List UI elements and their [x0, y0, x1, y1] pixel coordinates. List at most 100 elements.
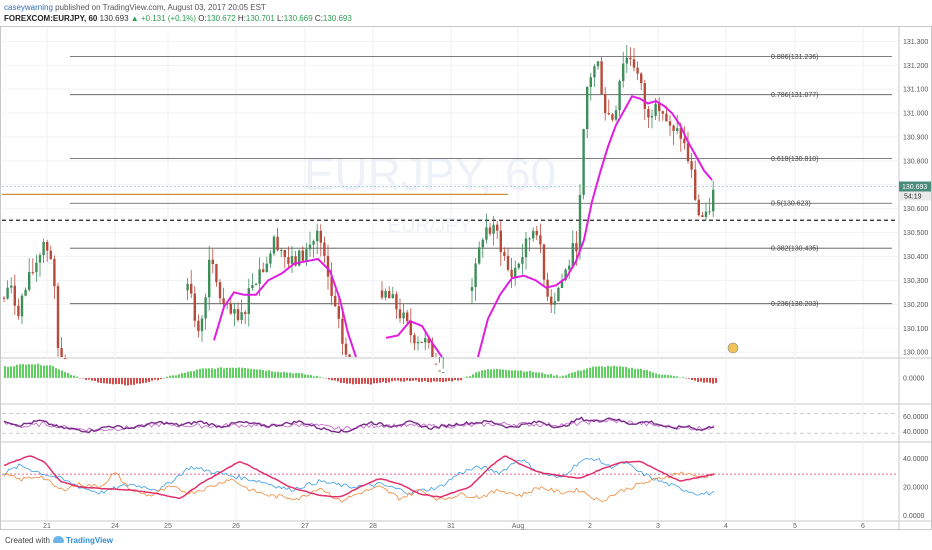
candle-body [341, 318, 344, 344]
candle-body [330, 276, 333, 297]
candle-body [636, 67, 639, 74]
histogram-bar [283, 371, 285, 378]
histogram-bar [223, 368, 225, 378]
candle-body [661, 111, 664, 114]
candle-body [294, 256, 297, 266]
histogram-bar [388, 377, 390, 383]
histogram-bar [13, 366, 15, 378]
histogram-bar [640, 368, 642, 378]
histogram-bar [190, 371, 192, 378]
histogram-bar [688, 377, 690, 379]
time-axis-label: 6 [861, 523, 865, 530]
histogram-bar [343, 377, 345, 383]
candle-body [13, 285, 16, 306]
price-axis-label: 130.300 [903, 278, 928, 285]
candle-body [380, 290, 384, 298]
price-axis-label: 130.600 [903, 206, 928, 213]
histogram-bar [418, 377, 420, 382]
candle-body [308, 244, 312, 250]
time-axis-label: Aug [512, 523, 525, 530]
candle-body [586, 86, 589, 130]
candle-body [614, 110, 618, 120]
price-chart[interactable]: 21 24 25 26 27 28 31 Aug 2 3 4 5 6 130.000 130.100 130.… [0, 0, 932, 530]
candle-body [6, 287, 9, 299]
histogram-bar [661, 374, 663, 378]
candle-body [708, 211, 711, 213]
histogram-bar [412, 377, 414, 381]
candle-body [438, 370, 441, 372]
candle-body [578, 194, 582, 252]
histogram-bar [142, 377, 144, 384]
histogram-bar [118, 377, 120, 384]
histogram-bar [199, 368, 201, 378]
histogram-bar [442, 377, 444, 383]
candle-body [53, 258, 56, 287]
histogram-bar [286, 372, 288, 378]
candle-body [643, 83, 646, 109]
histogram-bar [673, 375, 675, 378]
high-label: H: [237, 14, 246, 23]
candle-body [496, 224, 499, 231]
candle-body [478, 247, 481, 264]
candle-body [24, 289, 27, 296]
histogram-bar [583, 369, 585, 378]
candle-body [283, 249, 286, 258]
histogram-bar [403, 377, 405, 382]
histogram-bar [712, 377, 714, 384]
event-marker-icon[interactable] [727, 342, 739, 354]
author-link[interactable]: caseywarning [4, 3, 53, 12]
candle-body [269, 253, 272, 264]
created-with-text: Created with [5, 536, 50, 545]
histogram-bar [202, 368, 204, 378]
candle-body [323, 242, 326, 256]
candle-body [582, 129, 585, 195]
candle-body [686, 143, 690, 162]
time-axis-label: 31 [447, 523, 455, 530]
histogram-bar [220, 367, 222, 378]
histogram-bar [253, 369, 255, 378]
histogram-bar [616, 366, 618, 378]
rsi-axis-label: 60.0000 [903, 414, 928, 421]
histogram-bar [541, 372, 543, 378]
histogram-bar [73, 375, 75, 378]
candle-body [384, 290, 387, 298]
histogram-bar [400, 377, 402, 382]
histogram-bar [487, 369, 489, 378]
moving-average-line [213, 257, 357, 358]
histogram-bar [421, 377, 423, 382]
histogram-bar [247, 368, 249, 378]
candle-body [409, 321, 412, 336]
candle-body [679, 128, 682, 139]
histogram-bar [700, 377, 702, 382]
histogram-bar [82, 377, 84, 379]
last-price-tag [899, 181, 931, 192]
histogram-bar [262, 370, 264, 378]
histogram-bar [226, 367, 228, 378]
price-axis-label: 131.200 [903, 63, 928, 70]
histogram-bar [85, 377, 87, 380]
histogram-bar [64, 372, 66, 378]
tradingview-brand[interactable]: TradingView [66, 536, 113, 545]
histogram-bar [535, 372, 537, 378]
candle-body [398, 309, 402, 319]
histogram-bar [667, 375, 669, 378]
histogram-bar [397, 377, 399, 381]
histogram-bar [526, 371, 528, 378]
histogram-bar [364, 377, 366, 384]
histogram-bar [427, 377, 429, 383]
fib-level-label: 0.886(131.236) [771, 54, 818, 61]
candle-body [301, 250, 304, 261]
histogram-bar [7, 366, 9, 378]
price-axis-label: 130.500 [903, 230, 928, 237]
histogram-bar [406, 377, 408, 381]
histogram-bar [205, 368, 207, 378]
histogram-bar [280, 372, 282, 378]
histogram-bar [598, 366, 600, 378]
histogram-bar [553, 375, 555, 378]
footer: Created with TradingView [0, 530, 932, 550]
histogram-bar [250, 368, 252, 378]
fib-level-label: 0.5(130.623) [771, 201, 811, 208]
candle-body [672, 125, 675, 131]
histogram-bar [571, 372, 573, 378]
histogram-bar [148, 377, 150, 383]
